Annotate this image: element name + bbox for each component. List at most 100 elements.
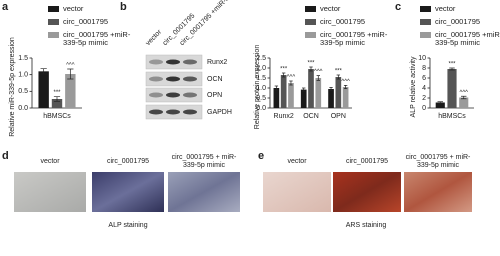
x-tick-label: OPN xyxy=(331,113,346,120)
error-bar xyxy=(449,67,455,71)
bar xyxy=(38,71,49,108)
y-tick-label: 0.0 xyxy=(256,105,266,112)
x-tick-label: hBMSCs xyxy=(438,113,466,120)
x-tick-label: Runx2 xyxy=(274,113,294,120)
panel-letter: e xyxy=(258,150,265,162)
blot-band xyxy=(183,76,197,82)
staining-image xyxy=(333,172,401,212)
legend-swatch xyxy=(305,6,316,12)
y-axis-label: Relative miR-339-5p expression xyxy=(9,37,16,137)
legend-label: circ_0001795 xyxy=(63,17,109,26)
y-axis-label: ALP relative activity xyxy=(410,56,417,117)
bar xyxy=(288,83,294,108)
significance-label: ^^^ xyxy=(314,69,323,75)
protein-label: GAPDH xyxy=(207,109,232,116)
image-label: vector xyxy=(287,158,307,165)
bar xyxy=(447,69,457,108)
legend-swatch xyxy=(420,6,431,12)
error-bar xyxy=(53,96,61,102)
image-label: circ_0001795 xyxy=(106,158,150,165)
y-tick-label: 4 xyxy=(422,85,426,92)
protein-label: OPN xyxy=(207,92,222,99)
significance-label: *** xyxy=(53,90,61,96)
bar xyxy=(328,89,334,108)
y-tick-label: 0 xyxy=(422,105,426,112)
significance-label: *** xyxy=(280,67,288,73)
significance-label: ^^^ xyxy=(341,79,350,85)
legend-swatch xyxy=(48,6,59,12)
bar xyxy=(342,87,349,108)
panel-letter: b xyxy=(120,1,127,13)
significance-label: *** xyxy=(335,69,343,75)
image-label: circ_0001795 + miR-339-5p mimic xyxy=(171,154,237,169)
y-tick-label: 0.5 xyxy=(256,95,266,102)
y-tick-label: 10 xyxy=(418,55,426,62)
image-label: circ_0001795 + miR-339-5p mimic xyxy=(405,154,471,169)
bar xyxy=(435,102,445,108)
legend-label: circ_0001795 +miR-339-5p mimic xyxy=(435,30,500,47)
bar xyxy=(51,99,63,108)
significance-label: ^^^ xyxy=(66,63,75,69)
panel-letter: a xyxy=(2,1,9,13)
error-bar xyxy=(67,68,74,80)
error-bar xyxy=(336,74,341,80)
error-bar xyxy=(281,72,286,78)
legend-swatch xyxy=(420,32,431,38)
y-tick-label: 1.0 xyxy=(18,72,28,79)
error-bar xyxy=(343,85,348,89)
bar xyxy=(308,69,314,108)
protein-label: Runx2 xyxy=(207,59,227,66)
staining-image xyxy=(263,172,331,212)
error-bar xyxy=(289,80,293,86)
blot-band xyxy=(166,59,180,65)
y-tick-label: 8 xyxy=(422,65,426,72)
bar xyxy=(300,89,307,108)
bar xyxy=(273,88,280,108)
panel-letter: d xyxy=(2,150,9,162)
significance-label: ^^^ xyxy=(287,75,296,81)
blot-band xyxy=(149,59,163,65)
blot-band xyxy=(183,59,197,65)
legend-label: circ_0001795 +miR-339-5p mimic xyxy=(320,30,388,47)
legend-swatch xyxy=(305,32,316,38)
legend-label: circ_0001795 xyxy=(320,17,366,26)
y-tick-label: 1.0 xyxy=(256,85,266,92)
bar xyxy=(280,75,287,108)
legend-label: vector xyxy=(320,4,341,13)
y-tick-label: 2.0 xyxy=(256,65,266,72)
error-bar xyxy=(437,101,444,104)
y-tick-label: 0.0 xyxy=(18,105,28,112)
image-label: vector xyxy=(40,158,60,165)
image-caption: ARS staining xyxy=(345,222,387,229)
error-bar xyxy=(460,95,467,100)
legend-label: circ_0001795 xyxy=(435,17,481,26)
staining-image xyxy=(14,172,86,212)
blot-band xyxy=(149,76,163,82)
bar xyxy=(315,78,322,108)
staining-image xyxy=(92,172,164,212)
error-bar xyxy=(316,75,320,81)
legend-label: vector xyxy=(435,4,456,13)
error-bar xyxy=(274,85,279,91)
staining-image xyxy=(404,172,472,212)
legend-swatch xyxy=(305,19,316,25)
legend-swatch xyxy=(420,19,431,25)
blot-band xyxy=(183,109,197,115)
bar xyxy=(335,77,342,108)
y-tick-label: 6 xyxy=(422,75,426,82)
error-bar xyxy=(329,87,333,91)
blot-band xyxy=(149,109,163,115)
staining-image xyxy=(168,172,240,212)
blot-band xyxy=(166,92,180,98)
blot-band xyxy=(149,92,163,98)
y-tick-label: 2.5 xyxy=(256,55,266,62)
protein-label: OCN xyxy=(207,76,223,83)
panel-letter: c xyxy=(395,1,402,13)
x-tick-label: hBMSCs xyxy=(43,113,71,120)
blot-band xyxy=(166,109,180,115)
significance-label: *** xyxy=(448,62,456,68)
y-axis-label: Relative protein expression xyxy=(254,45,261,130)
blot-band xyxy=(166,76,180,82)
